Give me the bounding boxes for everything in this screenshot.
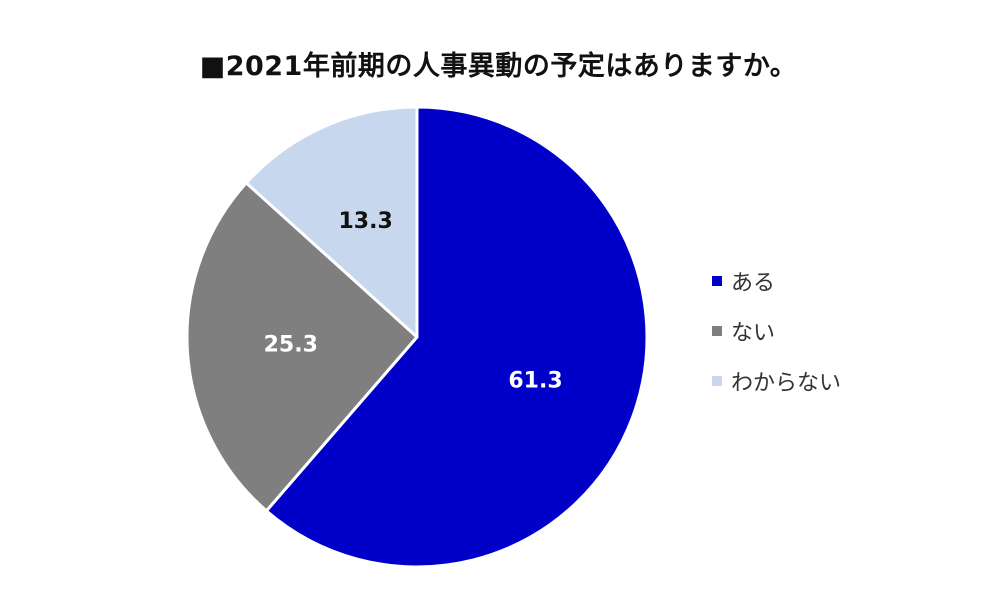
legend-label-aru: ある	[731, 271, 776, 296]
legend-swatch-aru	[712, 276, 722, 286]
legend-item-aru: ある	[712, 256, 841, 306]
pie-slices	[185, 105, 649, 569]
pie-slice-aru	[264, 105, 649, 569]
chart-title: ■2021年前期の人事異動の予定はありますか。	[199, 51, 798, 82]
legend: ある ない わからない	[712, 256, 841, 406]
legend-label-wakaranai: わからない	[731, 371, 842, 396]
legend-item-wakaranai: わからない	[712, 356, 841, 406]
legend-label-nai: ない	[731, 321, 776, 346]
legend-item-nai: ない	[712, 306, 841, 356]
legend-swatch-wakaranai	[712, 376, 722, 386]
legend-swatch-nai	[712, 326, 722, 336]
data-label-aru: 61.3	[508, 369, 562, 394]
pie-slice-wakaranai	[244, 105, 419, 339]
pie-slice-nai	[185, 181, 419, 513]
data-label-wakaranai: 13.3	[338, 209, 392, 234]
data-label-nai: 25.3	[264, 332, 318, 357]
pie-data-labels: 61.3 25.3 13.3	[264, 209, 563, 394]
